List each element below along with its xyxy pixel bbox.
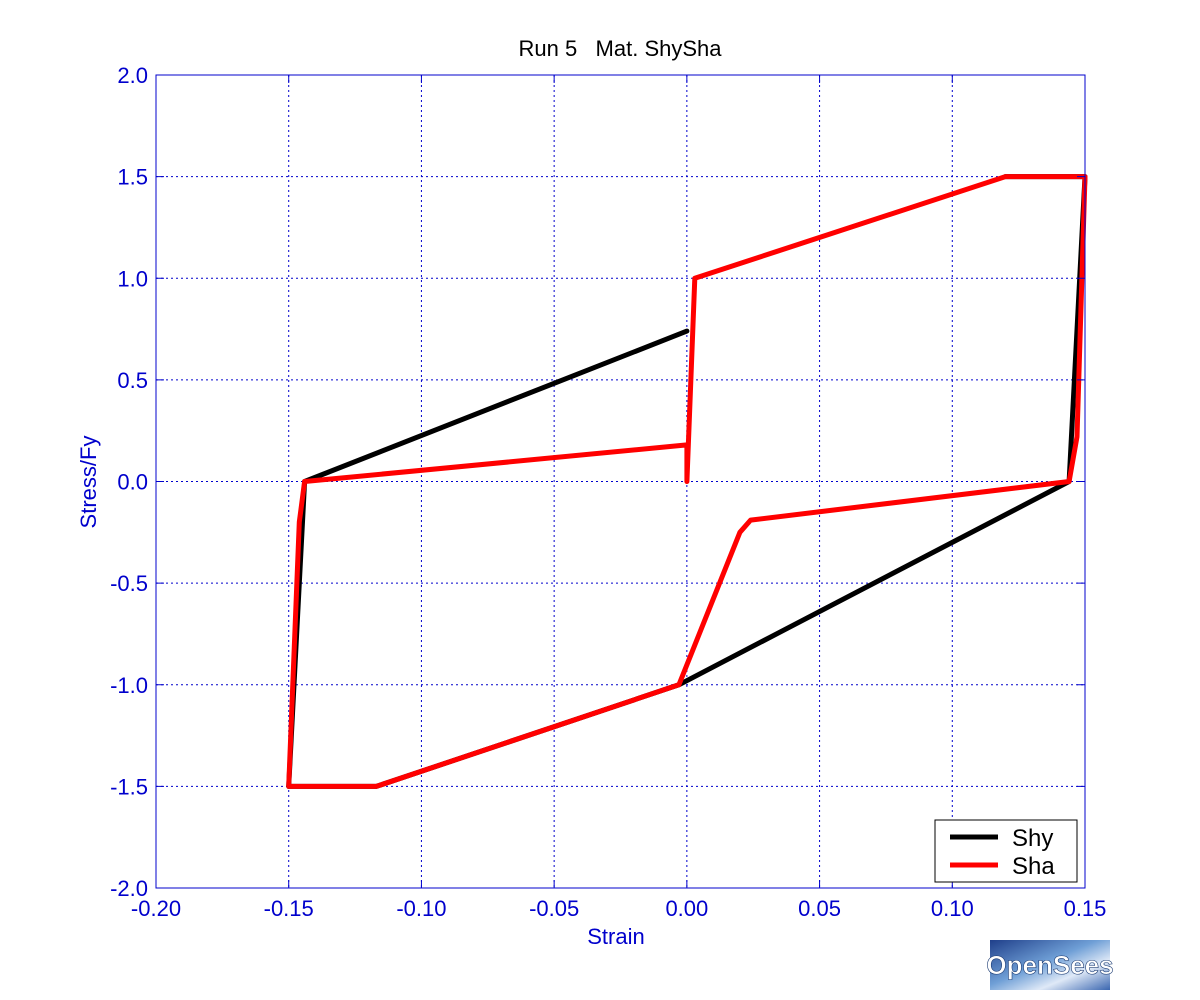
series-line-sha [286,174,1088,789]
y-tick-label: -0.5 [110,571,148,596]
y-tick-label: -2.0 [110,876,148,901]
x-tick-label: 0.15 [1064,896,1107,921]
x-tick-label: 0.10 [931,896,974,921]
axis-ticks [155,74,1086,889]
y-tick-label: 0.5 [117,368,148,393]
x-tick-label: -0.15 [264,896,314,921]
y-tick-label: 1.5 [117,165,148,190]
x-tick-label: -0.20 [131,896,181,921]
logo-background [990,940,1110,990]
y-tick-label: 2.0 [117,63,148,88]
legend-label-shy: Shy [1012,825,1053,852]
legend-label-sha: Sha [1012,853,1055,880]
x-tick-label: 0.05 [798,896,841,921]
logo-text: OpenSees [986,950,1113,980]
series-layer [286,174,1088,789]
legend: Shy Sha [934,819,1078,883]
x-axis-tick-labels: -0.20 -0.15 -0.10 -0.05 0.00 0.05 0.10 0.15 [131,896,1106,921]
legend-box [934,819,1078,883]
y-tick-label: -1.0 [110,673,148,698]
y-tick-label: 0.0 [117,470,148,495]
x-axis-title: Strain [587,924,644,949]
y-tick-label: -1.5 [110,774,148,799]
x-tick-label: 0.00 [665,896,708,921]
opensees-logo: OpenSees [986,940,1114,990]
x-tick-label: -0.10 [396,896,446,921]
chart-title: Run 5 Mat. ShySha [519,36,723,61]
y-axis-tick-labels: 2.0 1.5 1.0 0.5 0.0 -0.5 -1.0 -1.5 -2.0 [110,63,148,901]
y-tick-label: 1.0 [117,266,148,291]
y-axis-title: Stress/Fy [76,436,101,529]
x-tick-label: -0.05 [529,896,579,921]
